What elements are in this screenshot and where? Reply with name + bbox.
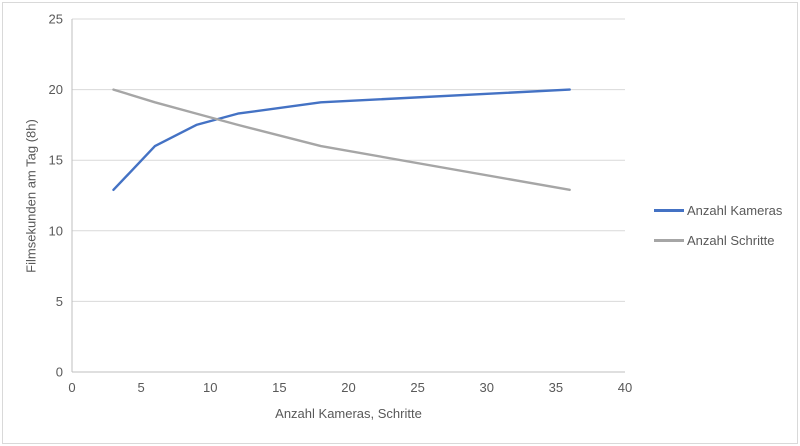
x-tick-label-40: 40 [618, 380, 632, 395]
legend-line-swatch-gray [654, 238, 684, 242]
x-tick-label-35: 35 [549, 380, 563, 395]
x-tick-label-25: 25 [410, 380, 424, 395]
y-tick-label-15: 15 [49, 153, 63, 168]
x-tick-label-20: 20 [341, 380, 355, 395]
legend-label-anzahl-schritte: Anzahl Schritte [687, 232, 775, 248]
legend-label-anzahl-kameras: Anzahl Kameras [687, 202, 783, 218]
y-tick-label-25: 25 [49, 12, 63, 27]
x-tick-label-5: 5 [138, 380, 145, 395]
x-axis-title: Anzahl Kameras, Schritte [275, 406, 422, 421]
y-tick-label-10: 10 [49, 223, 63, 238]
y-tick-label-5: 5 [56, 294, 63, 309]
y-tick-label-20: 20 [49, 82, 63, 97]
legend: Anzahl Kameras Anzahl Schritte [654, 195, 782, 255]
y-axis-title: Filmsekunden am Tag (8h) [23, 119, 39, 273]
x-tick-label-0: 0 [68, 380, 75, 395]
x-tick-label-15: 15 [272, 380, 286, 395]
y-tick-label-0: 0 [56, 365, 63, 380]
x-tick-label-10: 10 [203, 380, 217, 395]
series-line-anzahl-kameras [112, 88, 571, 192]
legend-item-anzahl-kameras: Anzahl Kameras [654, 195, 782, 225]
x-tick-label-30: 30 [480, 380, 494, 395]
legend-line-swatch-blue [654, 208, 684, 212]
legend-item-anzahl-schritte: Anzahl Schritte [654, 225, 782, 255]
series-line-anzahl-schritte [112, 88, 571, 192]
